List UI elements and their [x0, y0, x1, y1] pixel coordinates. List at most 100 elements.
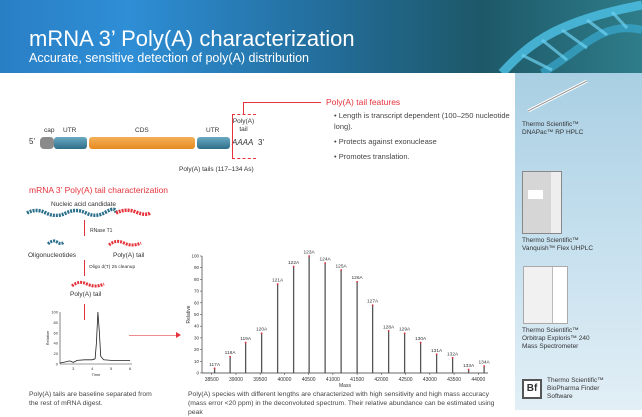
- nucleic-acid-strand: [26, 207, 151, 217]
- x-tick-label: 42000: [374, 377, 388, 383]
- y-tick-label: 80: [54, 320, 59, 325]
- cap-segment: [40, 137, 54, 149]
- peak-marker: [276, 283, 279, 285]
- y-tick-label: 60: [194, 300, 200, 305]
- polya-label-1: Poly(A) tail: [113, 252, 145, 259]
- polya-label-2: Poly(A) tail: [70, 291, 102, 298]
- workflow-caption: Poly(A) tails are baseline separated fro…: [29, 391, 152, 407]
- oligo-fragments: [47, 239, 65, 246]
- workflow-title: mRNA 3’ Poly(A) tail characterization: [29, 185, 169, 195]
- x-axis-label: Mass: [339, 383, 351, 389]
- feature-item: Promotes translation.: [338, 152, 410, 161]
- y-tick-label: 100: [51, 310, 58, 315]
- arrow-down-icon: [84, 304, 85, 320]
- polya-tail-label: Poly(A) tail: [232, 118, 255, 133]
- peak-label: 124A: [320, 257, 332, 263]
- hplc-column-image: [527, 79, 588, 113]
- peak-marker: [403, 332, 406, 335]
- aaaa-sequence: AAAA: [232, 138, 254, 147]
- peak-marker: [260, 332, 263, 335]
- page-subtitle: Accurate, sensitive detection of poly(A)…: [29, 51, 309, 65]
- peak-label: 119A: [240, 336, 252, 342]
- y-tick-label: 10: [194, 359, 200, 364]
- peak-label: 130A: [415, 336, 427, 342]
- oligos-label: Oligonucleotides: [28, 252, 77, 259]
- peak-label: 128A: [383, 324, 395, 330]
- arrow-down-icon: [84, 260, 85, 276]
- peak-marker: [467, 368, 470, 371]
- peak-marker: [244, 341, 247, 344]
- peak-marker: [213, 367, 216, 370]
- peak-label: 118A: [225, 350, 237, 356]
- peak-label: 120A: [256, 327, 268, 333]
- cds-segment: [89, 137, 195, 149]
- product-vanquish: Thermo Scientific™ Vanquish™ Flex UHPLC: [522, 237, 594, 252]
- peak-label: 129A: [399, 327, 411, 333]
- x-tick-label: 43500: [447, 377, 461, 383]
- y-tick-label: 80: [194, 277, 200, 282]
- y-tick-label: 40: [54, 341, 59, 346]
- mass-spectrometer-image: [523, 266, 568, 324]
- x-tick-label: 4: [91, 366, 94, 371]
- peak-marker: [292, 265, 295, 268]
- peak-label: 122A: [288, 260, 300, 266]
- y-tick-label: 20: [54, 351, 59, 356]
- peak-label: 121A: [272, 278, 284, 284]
- features-title: Poly(A) tail features: [326, 97, 401, 107]
- peak-label: 125A: [336, 264, 348, 270]
- feature-item: Length is transcript dependent (100–250 …: [334, 111, 510, 131]
- chromatogram-trace: [59, 311, 131, 364]
- chromatogram: 0 20 40 60 80 100 3 4 5 6 Time Relative: [45, 310, 132, 377]
- utr-label-2: UTR: [206, 127, 220, 134]
- products-panel: Thermo Scientific™ DNAPac™ RP HPLC Thermo…: [515, 73, 642, 410]
- arrow-head-icon: [176, 332, 181, 338]
- y-tick-label: 0: [56, 362, 59, 367]
- y-tick-label: 50: [194, 312, 200, 317]
- rnase-label: RNase T1: [90, 228, 113, 234]
- product-dnapac: Thermo Scientific™ DNAPac™ RP HPLC: [522, 121, 584, 136]
- y-tick-label: 30: [194, 335, 200, 340]
- y-tick-label: 0: [196, 371, 199, 376]
- utr-segment-2: [197, 137, 230, 149]
- y-tick-label: 70: [194, 289, 200, 294]
- header-banner: mRNA 3’ Poly(A) characterization Accurat…: [0, 0, 642, 73]
- x-tick-label: 6: [129, 366, 132, 371]
- x-tick-label: 42500: [399, 377, 413, 383]
- product-orbitrap: Thermo Scientific™ Orbitrap Exploris™ 240…: [522, 327, 590, 350]
- peak-marker: [435, 353, 438, 356]
- y-tick-label: 100: [191, 254, 199, 259]
- x-tick-label: 40000: [277, 377, 291, 383]
- y-tick-label: 40: [194, 324, 200, 329]
- utr-label-1: UTR: [63, 127, 77, 134]
- y-tick-label: 20: [194, 347, 200, 352]
- x-tick-label: 39500: [253, 377, 267, 383]
- peak-marker: [308, 255, 311, 257]
- feature-item: Protects against exonuclease: [338, 137, 437, 146]
- peak-marker: [324, 262, 327, 264]
- peak-label: 134A: [479, 359, 491, 365]
- peak-label: 132A: [447, 351, 459, 357]
- peak-label: 117A: [209, 362, 221, 368]
- x-tick-label: 43000: [423, 377, 437, 383]
- x-axis-label: Time: [92, 372, 102, 377]
- cap-label: cap: [44, 127, 55, 134]
- polya-fragment: [108, 239, 142, 247]
- peak-marker: [356, 280, 359, 283]
- y-tick-label: 90: [194, 265, 200, 270]
- peak-marker: [387, 329, 390, 332]
- uhplc-instrument-image: [522, 171, 562, 234]
- x-tick-label: 41000: [326, 377, 340, 383]
- y-tick-label: 60: [54, 330, 59, 335]
- polya-strand: [71, 280, 105, 288]
- x-tick-label: 38500: [205, 377, 219, 383]
- arrow-right-icon: [129, 335, 177, 336]
- biopharma-finder-logo: Bf: [522, 379, 542, 399]
- utr-segment-1: [54, 137, 87, 149]
- candidate-label: Nucleic acid candidate: [51, 201, 117, 208]
- peak-marker: [483, 365, 486, 367]
- peak-label: 126A: [352, 275, 364, 281]
- five-prime-label: 5': [29, 137, 35, 146]
- x-tick-label: 44000: [471, 377, 485, 383]
- arrow-down-icon: [84, 220, 85, 236]
- x-tick-label: 41500: [350, 377, 364, 383]
